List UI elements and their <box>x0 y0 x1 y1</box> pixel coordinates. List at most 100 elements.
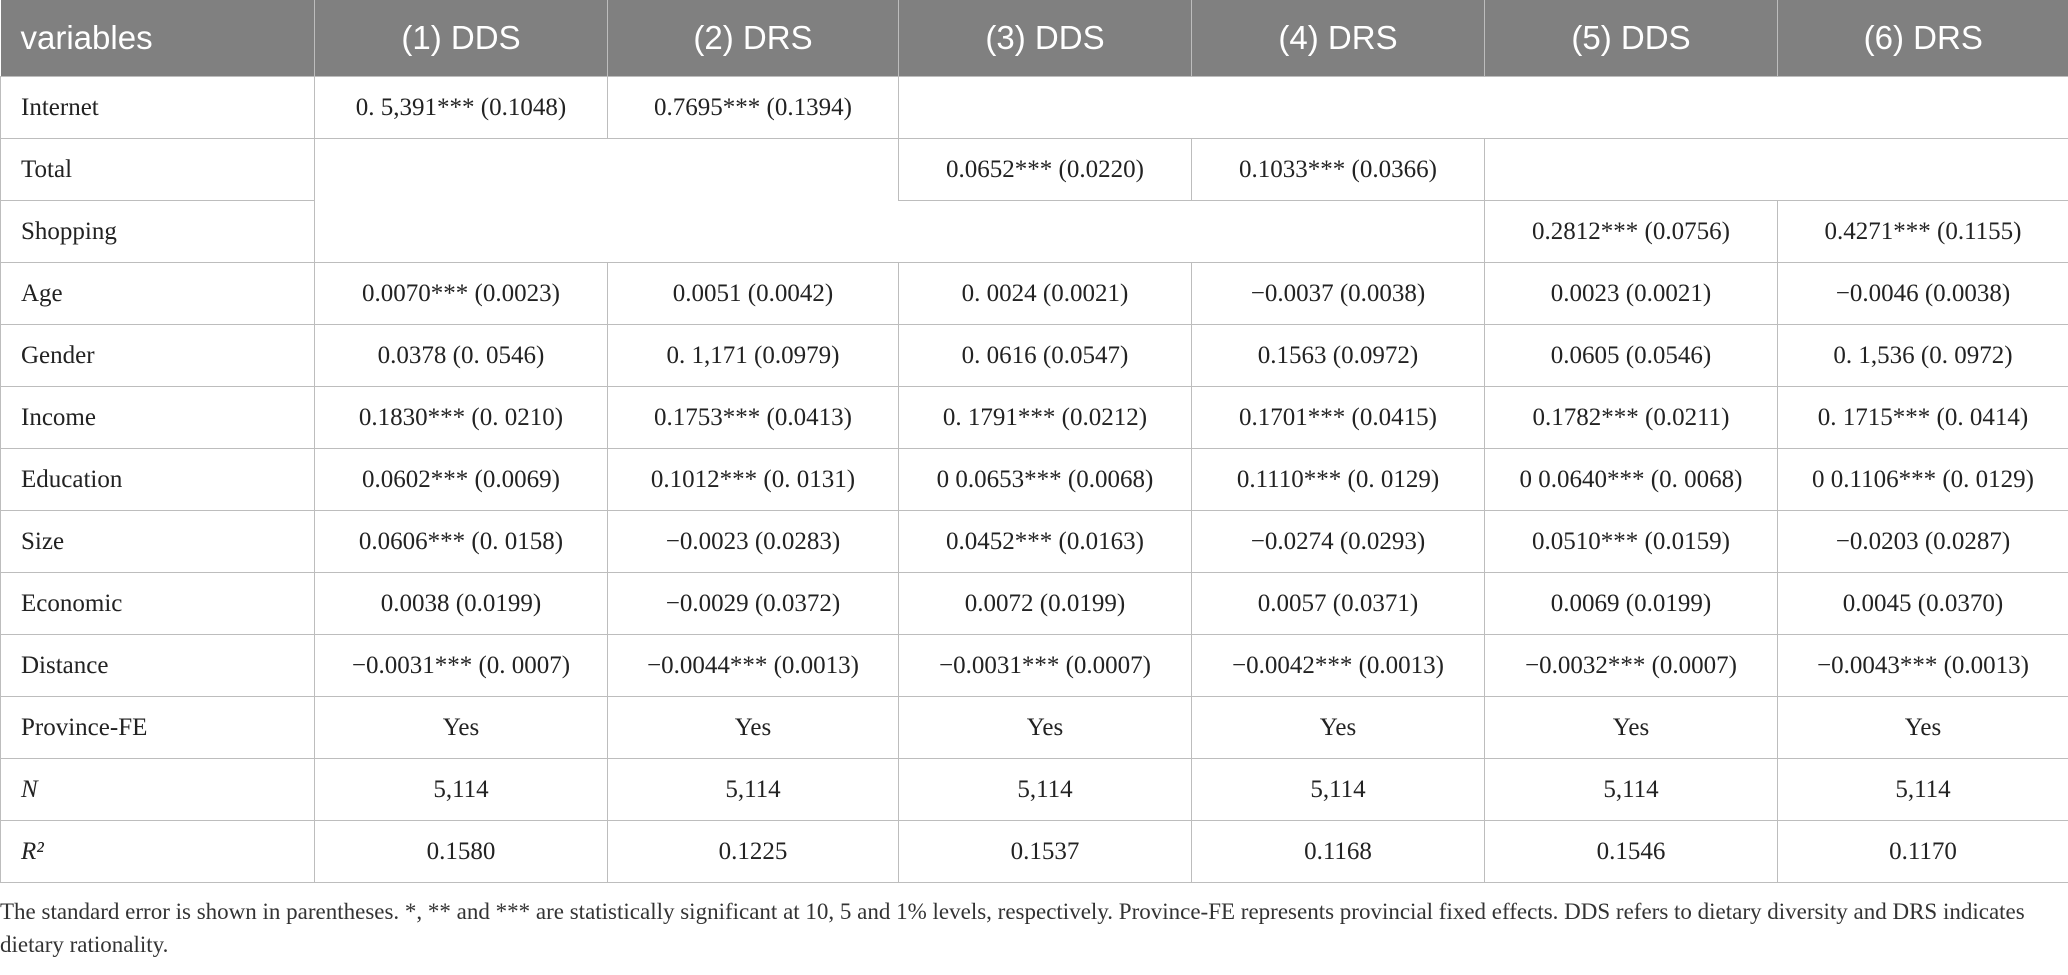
cell: 0.0045 (0.0370) <box>1777 572 2068 635</box>
row-label: Economic <box>0 572 315 635</box>
cell: 0.0069 (0.0199) <box>1484 572 1778 635</box>
header-row: variables (1) DDS (2) DRS (3) DDS (4) DRS (5)… <box>0 0 2068 77</box>
cell: 0.1701*** (0.0415) <box>1191 386 1485 449</box>
cell: Yes <box>1191 696 1485 759</box>
cell: −0.0023 (0.0283) <box>607 510 899 573</box>
cell: 5,114 <box>1484 758 1778 821</box>
empty-cell <box>314 200 1485 263</box>
cell: −0.0031*** (0. 0007) <box>314 634 608 697</box>
row-label: Age <box>0 262 315 325</box>
cell: 5,114 <box>314 758 608 821</box>
cell: −0.0029 (0.0372) <box>607 572 899 635</box>
cell: 0.1012*** (0. 0131) <box>607 448 899 511</box>
cell: 0.0452*** (0.0163) <box>898 510 1192 573</box>
table-body: Internet 0. 5,391*** (0.1048) 0.7695*** … <box>0 76 2068 883</box>
row: N 5,114 5,114 5,114 5,114 5,114 5,114 <box>0 758 2068 821</box>
empty-cell <box>314 138 899 201</box>
column-header: (6) DRS <box>1777 0 2068 77</box>
row-label: Size <box>0 510 315 573</box>
cell: 0.0057 (0.0371) <box>1191 572 1485 635</box>
cell: 0.1782*** (0.0211) <box>1484 386 1778 449</box>
cell: 0. 1,171 (0.0979) <box>607 324 899 387</box>
row: Shopping 0.2812*** (0.0756) 0.4271*** (0… <box>0 200 2068 263</box>
cell: 5,114 <box>1777 758 2068 821</box>
cell: Yes <box>898 696 1192 759</box>
row: Size 0.0606*** (0. 0158) −0.0023 (0.0283) 0… <box>0 510 2068 573</box>
cell: −0.0274 (0.0293) <box>1191 510 1485 573</box>
cell: 0.1225 <box>607 820 899 883</box>
cell: 0.1170 <box>1777 820 2068 883</box>
cell: 0.7695*** (0.1394) <box>607 76 899 139</box>
row-label: Income <box>0 386 315 449</box>
row: R² 0.1580 0.1225 0.1537 0.1168 0.1546 0.1170 <box>0 820 2068 883</box>
cell: −0.0044*** (0.0013) <box>607 634 899 697</box>
row: Income 0.1830*** (0. 0210) 0.1753*** (0.04… <box>0 386 2068 449</box>
column-header: (3) DDS <box>898 0 1192 77</box>
cell: 0.1580 <box>314 820 608 883</box>
cell: 0.0606*** (0. 0158) <box>314 510 608 573</box>
cell: 0.1546 <box>1484 820 1778 883</box>
cell: 0. 0616 (0.0547) <box>898 324 1192 387</box>
row-label: R² <box>0 820 315 883</box>
table-note: The standard error is shown in parenthes… <box>0 899 2025 957</box>
cell: 0.0070*** (0.0023) <box>314 262 608 325</box>
cell: 0.1537 <box>898 820 1192 883</box>
empty-cell <box>1484 138 2068 201</box>
row: Internet 0. 5,391*** (0.1048) 0.7695*** … <box>0 76 2068 139</box>
cell: Yes <box>314 696 608 759</box>
row: Economic 0.0038 (0.0199) −0.0029 (0.0372) 0… <box>0 572 2068 635</box>
cell: Yes <box>1484 696 1778 759</box>
cell: 0.1563 (0.0972) <box>1191 324 1485 387</box>
column-header: (4) DRS <box>1191 0 1485 77</box>
cell: −0.0037 (0.0038) <box>1191 262 1485 325</box>
cell: 0.1168 <box>1191 820 1485 883</box>
cell: 0. 1715*** (0. 0414) <box>1777 386 2068 449</box>
cell: 0. 1,536 (0. 0972) <box>1777 324 2068 387</box>
cell: −0.0032*** (0.0007) <box>1484 634 1778 697</box>
row-label: Shopping <box>0 200 315 263</box>
row-label: Internet <box>0 76 315 139</box>
cell: −0.0042*** (0.0013) <box>1191 634 1485 697</box>
cell: 0.2812*** (0.0756) <box>1484 200 1778 263</box>
row-label: Province-FE <box>0 696 315 759</box>
row: Education 0.0602*** (0.0069) 0.1012*** (0.… <box>0 448 2068 511</box>
row-label: Distance <box>0 634 315 697</box>
cell: −0.0046 (0.0038) <box>1777 262 2068 325</box>
cell: 0.0023 (0.0021) <box>1484 262 1778 325</box>
cell: 5,114 <box>607 758 899 821</box>
cell: 0.0378 (0. 0546) <box>314 324 608 387</box>
cell: Yes <box>607 696 899 759</box>
cell: 5,114 <box>898 758 1192 821</box>
cell: −0.0203 (0.0287) <box>1777 510 2068 573</box>
cell: −0.0043*** (0.0013) <box>1777 634 2068 697</box>
cell: 0. 0024 (0.0021) <box>898 262 1192 325</box>
column-header: (2) DRS <box>607 0 899 77</box>
cell: 0.0652*** (0.0220) <box>898 138 1192 201</box>
row: Total 0.0652*** (0.0220) 0.1033*** (0.03… <box>0 138 2068 201</box>
cell: 0.4271*** (0.1155) <box>1777 200 2068 263</box>
cell: 5,114 <box>1191 758 1485 821</box>
cell: 0.1830*** (0. 0210) <box>314 386 608 449</box>
row-label: N <box>0 758 315 821</box>
cell: 0. 5,391*** (0.1048) <box>314 76 608 139</box>
cell: −0.0031*** (0.0007) <box>898 634 1192 697</box>
column-header: (1) DDS <box>314 0 608 77</box>
cell: 0.1753*** (0.0413) <box>607 386 899 449</box>
cell: 0 0.1106*** (0. 0129) <box>1777 448 2068 511</box>
cell: 0 0.0653*** (0.0068) <box>898 448 1192 511</box>
cell: 0.1033*** (0.0366) <box>1191 138 1485 201</box>
row-label: Gender <box>0 324 315 387</box>
row: Age 0.0070*** (0.0023) 0.0051 (0.0042) 0. 0… <box>0 262 2068 325</box>
cell: 0.0602*** (0.0069) <box>314 448 608 511</box>
cell: 0.0072 (0.0199) <box>898 572 1192 635</box>
cell: 0 0.0640*** (0. 0068) <box>1484 448 1778 511</box>
row: Distance −0.0031*** (0. 0007) −0.0044*** (… <box>0 634 2068 697</box>
empty-cell <box>898 76 2068 139</box>
cell: 0.0051 (0.0042) <box>607 262 899 325</box>
row: Province-FE Yes Yes Yes Yes Yes Yes <box>0 696 2068 759</box>
row-label: Total <box>0 138 315 201</box>
cell: 0.0038 (0.0199) <box>314 572 608 635</box>
cell: 0.0605 (0.0546) <box>1484 324 1778 387</box>
column-header: variables <box>0 0 315 77</box>
